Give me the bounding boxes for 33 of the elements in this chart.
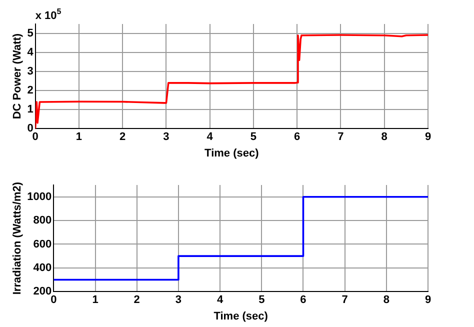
x-tick-label: 6 [294, 131, 300, 144]
y-tick-label: 400 [33, 262, 52, 274]
y-tick-label: 800 [33, 214, 52, 227]
y-tick-label: 1 [27, 104, 34, 116]
x-tick-label: 8 [381, 131, 388, 144]
x-tick-label: 2 [120, 131, 126, 144]
x-tick-label: 3 [163, 131, 170, 144]
y-axis-title: DC Power (Watt) [12, 33, 24, 120]
x-tick-label: 7 [342, 294, 348, 306]
x-tick-label: 4 [206, 131, 214, 144]
x-tick-label: 3 [175, 294, 182, 306]
x-tick-label: 8 [383, 294, 390, 306]
x-axis-title: Time (sec) [204, 147, 260, 160]
x-tick-label: 5 [258, 294, 265, 306]
x-tick-label: 9 [424, 294, 432, 306]
y-tick-label: 200 [33, 286, 52, 298]
y-tick-label: 600 [33, 238, 52, 250]
x-tick-label: 4 [216, 294, 224, 306]
x-tick-label: 1 [76, 131, 82, 144]
y-tick-label: 3 [27, 66, 34, 78]
x-tick-label: 5 [250, 131, 257, 144]
y-tick-label: 5 [27, 28, 34, 40]
x-tick-label: 9 [424, 131, 432, 144]
y-axis-title: Irradiation (Watts/m2) [12, 182, 24, 295]
x-axis-title: Time (sec) [214, 310, 268, 322]
x-tick-label: 7 [338, 131, 344, 144]
x-tick-label: 2 [134, 294, 140, 306]
y-tick-label: 0 [27, 122, 34, 135]
x-tick-label: 6 [300, 294, 306, 306]
x-tick-label: 1 [92, 294, 98, 306]
y-tick-label: 1000 [27, 190, 52, 203]
y-tick-label: 2 [27, 84, 34, 97]
y-tick-label: 4 [27, 46, 34, 59]
